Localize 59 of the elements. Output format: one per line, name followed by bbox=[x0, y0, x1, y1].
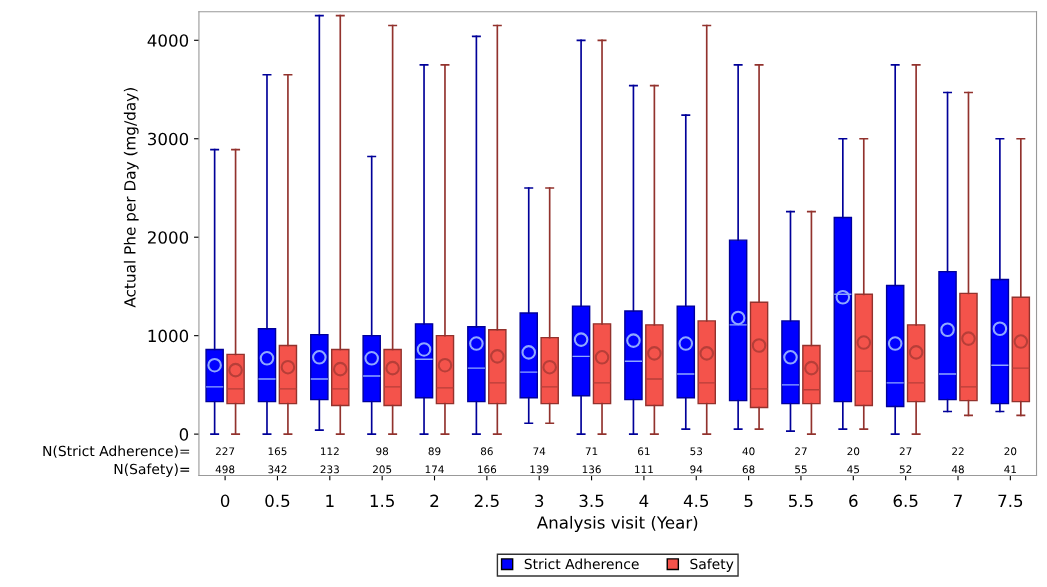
x-tick-label: 4 bbox=[639, 494, 649, 507]
annotation: 94 bbox=[690, 465, 703, 474]
annotation: 61 bbox=[638, 447, 650, 456]
annotation: 342 bbox=[268, 465, 287, 474]
annotation: 498 bbox=[215, 465, 235, 474]
x-tick-label: 5.5 bbox=[788, 494, 813, 508]
annotation: 136 bbox=[582, 465, 601, 474]
annotation: 48 bbox=[951, 465, 964, 474]
annotation: 227 bbox=[215, 447, 235, 456]
annotation: 174 bbox=[425, 465, 444, 474]
annotation: 111 bbox=[635, 465, 653, 474]
x-tick-label: 3.5 bbox=[579, 494, 604, 508]
annotation: 233 bbox=[320, 465, 339, 474]
x-tick-label: 0.5 bbox=[265, 494, 290, 508]
annotation: 27 bbox=[899, 447, 912, 456]
x-tick-label: 3 bbox=[535, 494, 544, 508]
x-tick-label: 6.5 bbox=[893, 494, 918, 508]
x-tick-label: 0 bbox=[220, 494, 230, 508]
y-tick-label: 4000 bbox=[147, 34, 189, 47]
y-tick-label: 0 bbox=[179, 428, 189, 441]
annotation: 20 bbox=[1004, 447, 1017, 456]
annotation: 55 bbox=[795, 465, 807, 474]
annotation: 68 bbox=[742, 465, 755, 474]
x-axis-title: Analysis visit (Year) bbox=[536, 515, 698, 533]
annotation: 71 bbox=[585, 447, 598, 456]
x-tick-label: 6 bbox=[849, 494, 858, 508]
y-tick-label: 3000 bbox=[148, 132, 189, 146]
annotation: 205 bbox=[372, 465, 392, 474]
annotation: 86 bbox=[480, 447, 493, 456]
x-tick-label: 2 bbox=[430, 494, 439, 507]
annotation: 139 bbox=[530, 465, 549, 474]
annotation: 53 bbox=[690, 447, 703, 456]
annotation: 45 bbox=[847, 465, 860, 474]
y-axis-title: Actual Phe per Day (mg/day) bbox=[123, 88, 139, 308]
x-tick-label: 4.5 bbox=[683, 494, 709, 508]
text: N(Safety)= bbox=[114, 463, 190, 477]
x-tick-label: 7 bbox=[954, 494, 962, 507]
annotation: 27 bbox=[795, 447, 807, 456]
annotation: 20 bbox=[847, 447, 860, 456]
x-tick-label: 1 bbox=[326, 494, 334, 507]
annotation: 165 bbox=[268, 447, 287, 456]
annotation: 52 bbox=[899, 465, 912, 474]
y-tick-label: 1000 bbox=[148, 329, 189, 343]
annotation: 166 bbox=[478, 465, 497, 474]
x-tick-label: 2.5 bbox=[474, 494, 499, 508]
annotation: 98 bbox=[376, 447, 389, 456]
legend-label: Safety bbox=[690, 558, 734, 572]
annotation: 74 bbox=[533, 447, 546, 456]
text: N(Strict Adherence)= bbox=[43, 445, 190, 458]
annotation: 40 bbox=[742, 447, 755, 456]
annotation: 89 bbox=[428, 447, 441, 456]
legend-label: Strict Adherence bbox=[524, 558, 639, 570]
x-tick-label: 5 bbox=[744, 494, 753, 508]
y-tick-label: 2000 bbox=[148, 231, 189, 244]
x-tick-label: 1.5 bbox=[370, 494, 394, 508]
annotation: 22 bbox=[952, 447, 964, 456]
annotation: 112 bbox=[321, 447, 339, 456]
x-tick-label: 7.5 bbox=[998, 494, 1023, 508]
annotation: 41 bbox=[1004, 465, 1017, 474]
